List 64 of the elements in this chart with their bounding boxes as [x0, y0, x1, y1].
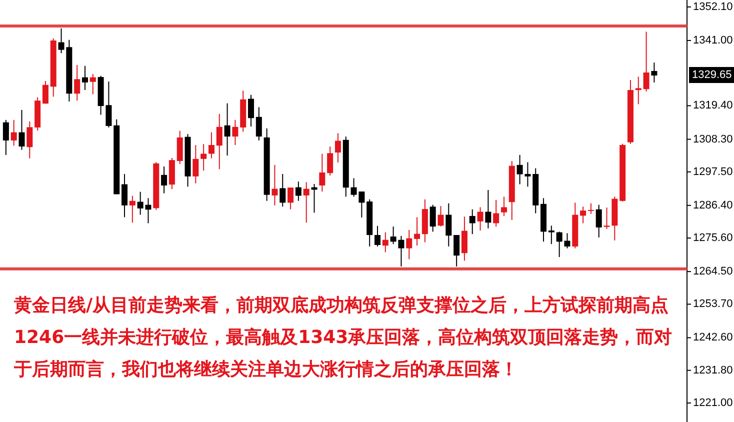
y-tick-label: 1341.00: [693, 34, 733, 46]
annotation: 黄金日线/从目前走势来看，前期双底成功构筑反弹支撑位之后，上方试探前期高点1246一线并未进行破位，最高触及1343承压回落，高位构筑双顶回落走势，而对于后期而言，我们也将继续关注单边大涨行情之后的承压回落！: [14, 294, 674, 382]
candlestick: [446, 202, 452, 247]
candlestick: [232, 119, 238, 146]
candlestick: [635, 76, 642, 105]
y-tick-label: 1275.60: [693, 232, 733, 244]
candlestick: [485, 190, 492, 229]
candlestick: [596, 204, 602, 238]
y-tick-label: 1253.70: [693, 298, 733, 310]
candlestick: [272, 164, 278, 206]
candlestick: [248, 94, 254, 128]
candlestick: [469, 208, 476, 235]
candlestick: [580, 206, 586, 224]
candlestick: [18, 109, 25, 150]
candlestick: [327, 146, 334, 176]
y-tick-label: 1352.10: [693, 0, 733, 13]
candlestick: [42, 80, 48, 104]
candlestick: [122, 173, 128, 218]
candlestick: [500, 196, 507, 216]
candlestick: [90, 74, 96, 95]
candlestick: [604, 207, 610, 230]
candlestick: [2, 119, 9, 156]
y-tick-label: 1242.60: [693, 332, 733, 344]
y-tick-label: 1286.40: [693, 199, 733, 212]
candlestick: [224, 102, 230, 156]
candlestick: [374, 225, 380, 247]
y-tick-label: 1264.50: [693, 266, 733, 278]
y-tick-label: 1297.50: [693, 166, 733, 178]
candlestick: [288, 187, 294, 210]
candlestick: [200, 144, 207, 172]
candlestick: [176, 130, 183, 165]
candlestick: [643, 31, 650, 92]
candlestick: [548, 225, 554, 245]
candlestick: [26, 120, 33, 159]
candlestick: [651, 62, 658, 83]
candlestick: [461, 216, 468, 262]
candlestick: [129, 195, 136, 224]
candlestick: [74, 64, 80, 102]
candlestick: [208, 132, 214, 159]
candlestick: [82, 65, 88, 91]
y-tick-label: 1221.00: [693, 396, 733, 409]
candlestick: [414, 216, 420, 246]
candlestick: [295, 181, 302, 202]
candlestick: [382, 232, 388, 253]
candlestick: [438, 206, 444, 228]
candlestick: [477, 206, 484, 231]
candlestick: [161, 166, 168, 194]
candlestick: [10, 119, 17, 146]
y-tick-label: 1308.30: [693, 133, 733, 146]
candlestick: [454, 234, 460, 267]
text: 1329.65: [692, 69, 732, 81]
candlestick: [319, 153, 326, 192]
y-tick-label: 1319.40: [693, 100, 733, 112]
candlestick: [256, 106, 262, 141]
candlestick: [192, 144, 199, 184]
candlestick: [493, 199, 500, 228]
candlestick: [303, 182, 310, 224]
candlestick: [216, 113, 222, 170]
y-tick-label: 1231.80: [693, 364, 733, 376]
candlestick: [334, 132, 341, 164]
candlestick: [280, 173, 286, 208]
candlestick: [430, 204, 436, 232]
candlestick: [406, 229, 412, 260]
candlestick: [588, 202, 594, 214]
